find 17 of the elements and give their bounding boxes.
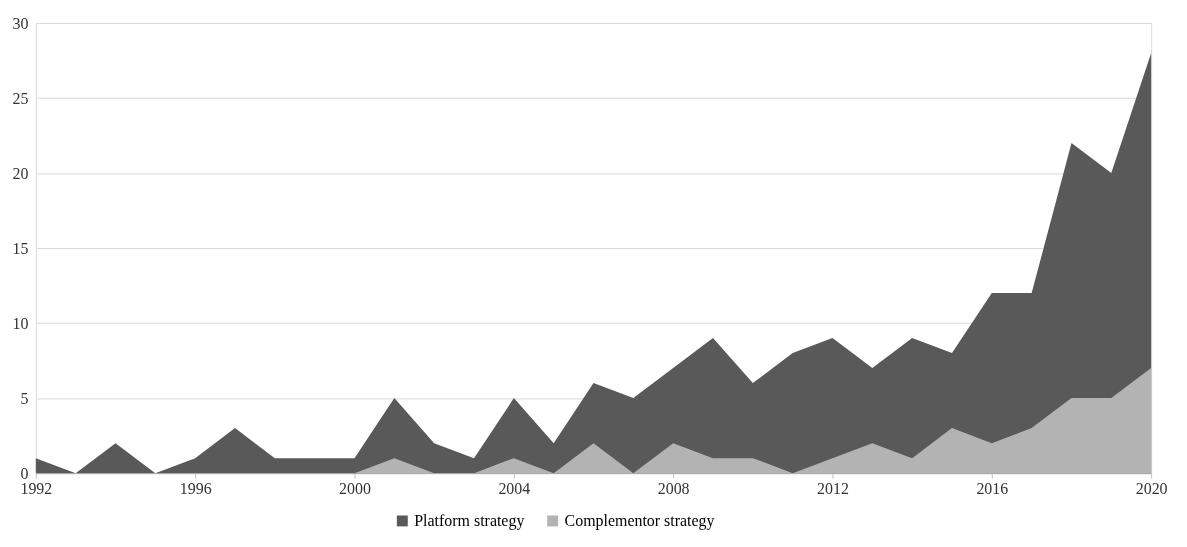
legend-label: Platform strategy	[414, 511, 525, 530]
x-tick-label: 1996	[179, 479, 212, 497]
y-tick-label: 25	[12, 89, 29, 107]
y-tick-label: 20	[12, 164, 29, 182]
y-tick-label: 5	[20, 389, 29, 407]
x-tick-label: 2004	[498, 479, 531, 497]
y-tick-label: 10	[12, 314, 29, 332]
x-tick-label: 2016	[976, 479, 1009, 497]
x-tick-label: 2012	[817, 479, 849, 497]
y-tick-label: 15	[12, 239, 29, 257]
x-tick-label: 2008	[657, 479, 690, 497]
y-tick-label: 0	[20, 464, 29, 482]
legend-label: Complementor strategy	[564, 511, 715, 530]
y-tick-label: 30	[12, 14, 29, 32]
x-tick-label: 2020	[1135, 479, 1168, 497]
x-tick-label: 1992	[20, 479, 53, 497]
x-tick-label: 2000	[339, 479, 371, 497]
